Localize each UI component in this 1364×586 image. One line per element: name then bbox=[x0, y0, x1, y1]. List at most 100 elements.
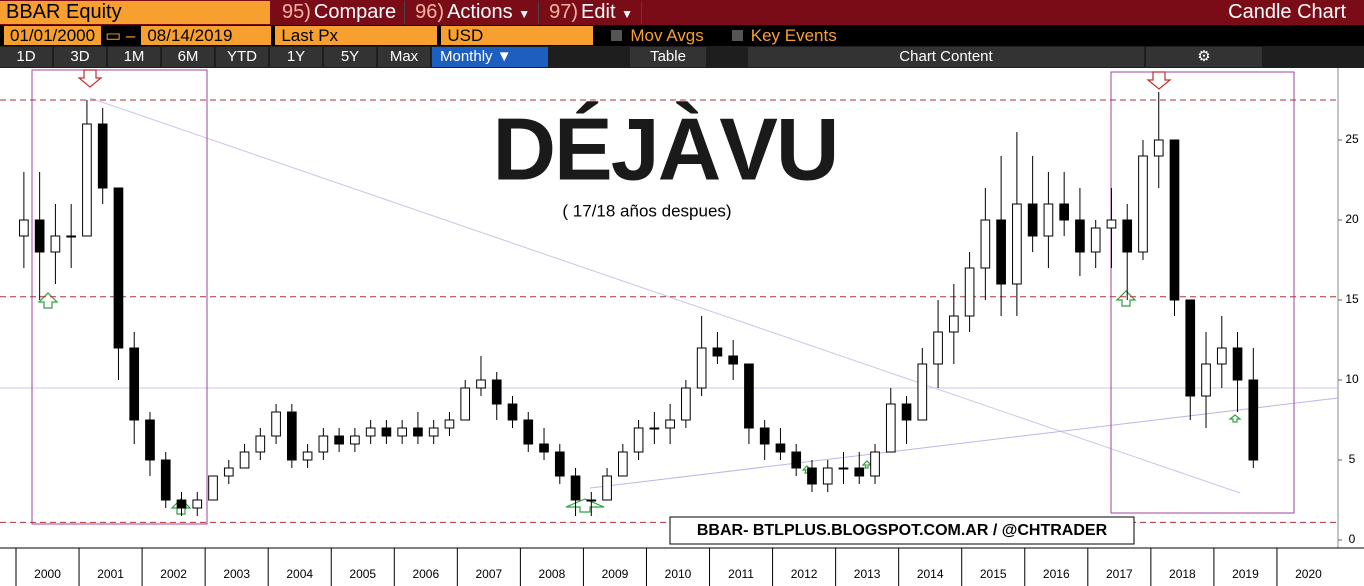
candle-body bbox=[381, 427, 392, 437]
start-date[interactable]: 01/01/2000 bbox=[4, 26, 102, 45]
candle-body bbox=[617, 451, 628, 477]
menu-num: 96) bbox=[415, 1, 445, 23]
menu-actions[interactable]: 96) Actions ▼ bbox=[407, 1, 540, 24]
range-button[interactable]: 5Y bbox=[324, 47, 376, 67]
candle-body bbox=[334, 435, 344, 445]
chart-title: DÉJÀVU bbox=[493, 99, 838, 198]
x-tick-label: 2000 bbox=[34, 567, 61, 581]
candle-body bbox=[554, 451, 565, 477]
menu-num: 97) bbox=[549, 1, 579, 23]
candle-body bbox=[50, 235, 61, 253]
candle-body bbox=[728, 355, 739, 365]
toggle[interactable]: Mov Avgs bbox=[630, 25, 704, 45]
candle-body bbox=[759, 427, 770, 445]
trend-line bbox=[589, 397, 1339, 489]
candle-body bbox=[160, 459, 171, 501]
candle-body bbox=[444, 419, 455, 429]
chart-content[interactable]: Chart Content bbox=[748, 47, 1144, 67]
y-tick-label: 15 bbox=[1345, 292, 1359, 306]
candle-body bbox=[775, 443, 786, 453]
candle-body bbox=[318, 435, 329, 453]
candle-body bbox=[696, 347, 707, 389]
toggle[interactable]: Key Events bbox=[750, 25, 837, 45]
y-tick-label: 5 bbox=[1349, 452, 1356, 466]
candle-body bbox=[917, 363, 928, 421]
candle-body bbox=[948, 315, 959, 333]
candle-body bbox=[681, 387, 691, 421]
menu-num: 95) bbox=[282, 1, 311, 23]
settings[interactable]: ⚙ bbox=[1146, 47, 1262, 67]
range-button[interactable]: 1D bbox=[0, 47, 52, 67]
field[interactable]: Last Px bbox=[275, 26, 438, 45]
candle-body bbox=[570, 475, 581, 501]
period[interactable]: Monthly ▼ bbox=[432, 47, 548, 67]
candle-body bbox=[791, 451, 802, 469]
currency[interactable]: USD bbox=[441, 26, 594, 45]
candle-body bbox=[807, 467, 817, 485]
menu-label: Actions bbox=[447, 1, 513, 23]
candle-body bbox=[66, 235, 77, 238]
annotation-box bbox=[669, 516, 1135, 545]
y-tick-label: 25 bbox=[1345, 132, 1359, 146]
candle-body bbox=[192, 499, 203, 509]
candle-body bbox=[176, 499, 187, 509]
candle-body bbox=[712, 347, 723, 357]
period-label: Monthly bbox=[440, 48, 493, 65]
highlight-box bbox=[1110, 71, 1295, 514]
candle-body bbox=[82, 123, 92, 237]
range-button[interactable]: 1M bbox=[108, 47, 160, 67]
range-button[interactable]: YTD bbox=[216, 47, 268, 67]
candle-body bbox=[539, 443, 549, 453]
range-button[interactable]: Max bbox=[378, 47, 430, 67]
x-tick-label: 2007 bbox=[476, 567, 503, 581]
y-tick-label: 10 bbox=[1345, 372, 1359, 386]
candle-body bbox=[208, 475, 218, 501]
settings-bar: 01/01/2000 ▭ – 08/14/2019 Last Px USD Mo… bbox=[0, 25, 1364, 46]
x-tick-label: 2015 bbox=[980, 567, 1007, 581]
ticker[interactable]: BBAR Equity bbox=[0, 1, 270, 24]
candle-body bbox=[255, 435, 266, 453]
y-tick-label: 0 bbox=[1349, 532, 1356, 546]
candle-body bbox=[1138, 155, 1148, 253]
trend-line bbox=[89, 97, 1241, 494]
x-axis-band bbox=[0, 548, 1364, 586]
candle-body bbox=[901, 403, 912, 421]
x-tick-label: 2009 bbox=[602, 567, 629, 581]
candle-body bbox=[1185, 299, 1196, 397]
table-button[interactable]: Table bbox=[630, 47, 706, 67]
range-button[interactable]: 3D bbox=[54, 47, 106, 67]
range-button[interactable]: 1Y bbox=[270, 47, 322, 67]
menu-label: Compare bbox=[313, 1, 397, 23]
candle-body bbox=[350, 435, 360, 445]
range-button[interactable]: 6M bbox=[162, 47, 214, 67]
candle-body bbox=[1043, 203, 1054, 237]
title-bar: BBAR Equity 95) Compare 96) Actions ▼ 97) E… bbox=[0, 0, 1364, 25]
candle-body bbox=[1153, 139, 1164, 157]
menu-label: Edit bbox=[581, 1, 616, 23]
candle-body bbox=[1027, 203, 1038, 237]
candle-body bbox=[744, 363, 754, 429]
range-bar: 1D 3D 1M 6M YTD 1Y 5Y Max Monthly ▼ Table Chart… bbox=[0, 46, 1364, 68]
candle-body bbox=[649, 427, 660, 430]
candle-body bbox=[523, 419, 534, 445]
candle-body bbox=[885, 403, 896, 453]
candle-body bbox=[491, 379, 502, 405]
candle-body bbox=[476, 379, 486, 389]
candle-body bbox=[97, 123, 108, 189]
candle-body bbox=[286, 411, 297, 461]
menu-edit[interactable]: 97) Edit ▼ bbox=[541, 1, 642, 24]
x-tick-label: 2019 bbox=[1232, 567, 1259, 581]
x-tick-label: 2002 bbox=[160, 567, 187, 581]
menu-compare[interactable]: 95) Compare bbox=[274, 1, 406, 24]
end-date[interactable]: 08/14/2019 bbox=[141, 26, 272, 45]
candle-body bbox=[822, 467, 833, 485]
x-tick-label: 2020 bbox=[1295, 567, 1322, 581]
candle-body bbox=[933, 331, 943, 365]
candle-body bbox=[980, 219, 991, 269]
candle-body bbox=[1075, 219, 1085, 253]
candle-body bbox=[1169, 139, 1180, 301]
x-tick-label: 2008 bbox=[539, 567, 566, 581]
candle-body bbox=[838, 467, 849, 470]
candle-body bbox=[870, 451, 880, 477]
candle-body bbox=[964, 267, 975, 317]
